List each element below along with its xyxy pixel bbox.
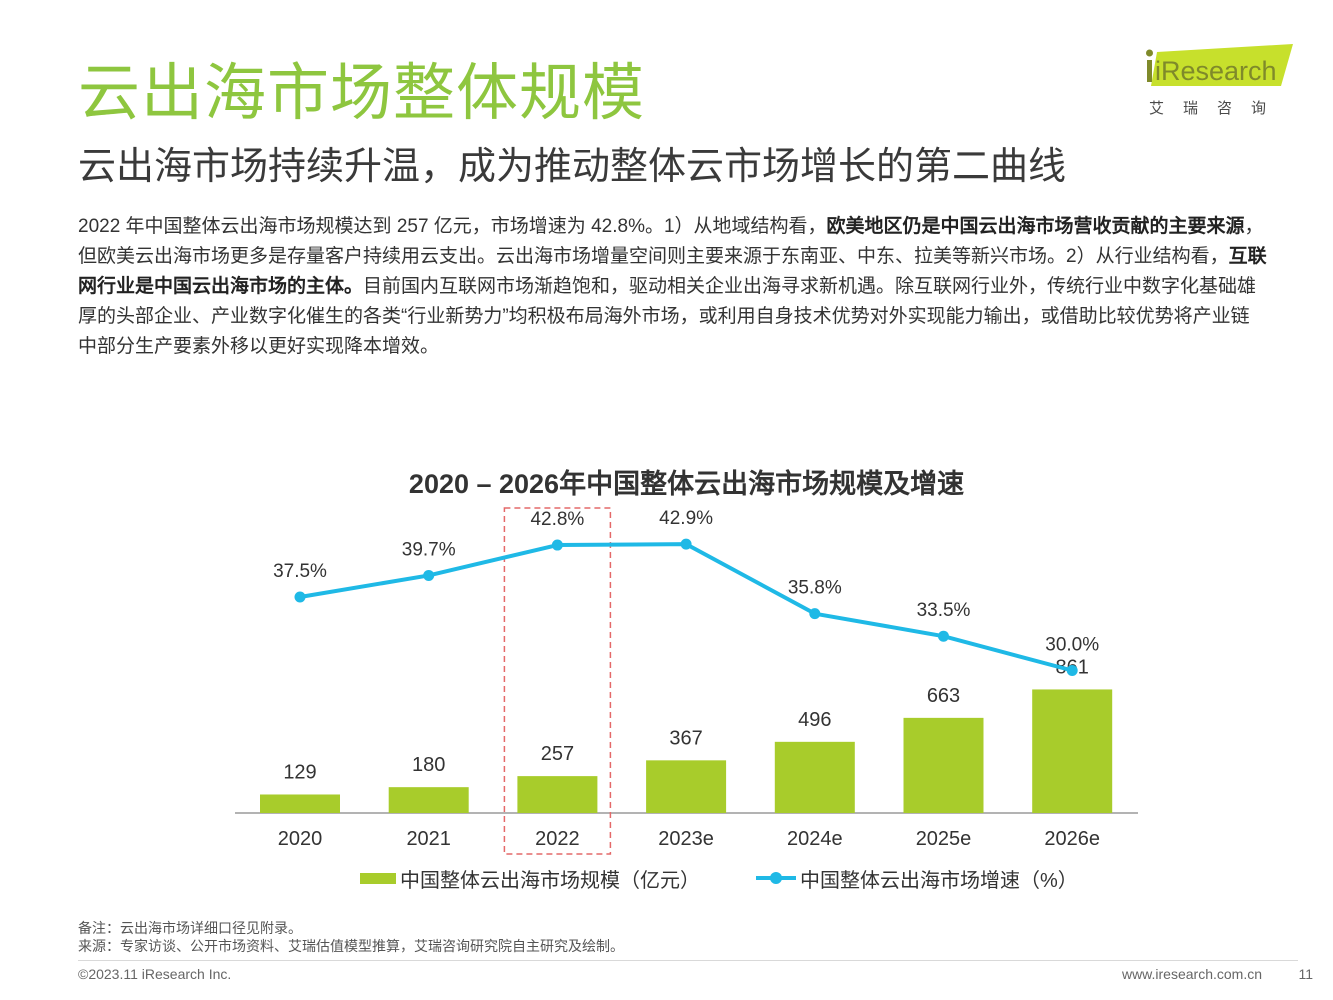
x-tick-label-2025e: 2025e bbox=[916, 828, 972, 850]
legend-item-market-size: 中国整体云出海市场规模（亿元） bbox=[360, 864, 700, 893]
growth-label-2022: 42.8% bbox=[530, 509, 584, 530]
page-title: 云出海市场整体规模 bbox=[78, 59, 646, 128]
body-text-3: 目前国内互联网市场渐趋饱和，驱动相关企业出海寻求新机遇。除互联网行业外，传统行业… bbox=[78, 276, 1257, 357]
legend-item-growth-rate: 中国整体云出海市场增速（%） bbox=[756, 864, 1078, 893]
growth-point-2020 bbox=[294, 591, 306, 603]
x-tick-label-2026e: 2026e bbox=[1044, 828, 1100, 850]
x-tick-label-2023e: 2023e bbox=[658, 828, 714, 850]
growth-point-2022 bbox=[551, 539, 563, 551]
bar-label-2023e: 367 bbox=[669, 727, 702, 749]
growth-label-2021: 39.7% bbox=[402, 539, 456, 560]
x-tick-label-2020: 2020 bbox=[278, 828, 323, 850]
legend-line-swatch bbox=[756, 871, 796, 885]
bar-2024e bbox=[774, 741, 855, 813]
chart-legend: 中国整体云出海市场规模（亿元） 中国整体云出海市场增速（%） bbox=[360, 864, 1134, 892]
footnote-note: 备注：云出海市场详细口径见附录。 bbox=[78, 920, 302, 936]
page-number: 11 bbox=[1298, 966, 1313, 982]
growth-label-2020: 37.5% bbox=[273, 561, 327, 582]
logo-chinese-name: 艾瑞咨询 bbox=[1149, 100, 1286, 117]
bar-2026e bbox=[1032, 689, 1113, 813]
growth-point-2021 bbox=[423, 569, 435, 581]
page-subtitle: 云出海市场持续升温，成为推动整体云市场增长的第二曲线 bbox=[78, 146, 1067, 188]
logo-wordmark: iResearch bbox=[1155, 56, 1277, 86]
bar-2022 bbox=[517, 776, 598, 813]
growth-point-2023e bbox=[680, 538, 692, 550]
iresearch-logo-mark-icon: iResearch bbox=[1146, 44, 1293, 86]
bar-label-2025e: 663 bbox=[927, 685, 960, 707]
legend-bar-swatch bbox=[360, 872, 396, 884]
x-tick-label-2024e: 2024e bbox=[787, 828, 843, 850]
copyright: ©2023.11 iResearch Inc. bbox=[78, 966, 232, 982]
growth-point-2026e bbox=[1066, 665, 1078, 676]
growth-point-2025e bbox=[938, 630, 949, 642]
summary-paragraph: 2022 年中国整体云出海市场规模达到 257 亿元，市场增速为 42.8%。1… bbox=[78, 212, 1268, 362]
bar-label-2020: 129 bbox=[283, 761, 316, 783]
body-bold-2: 互联网行业是中国云出海市场的主体。 bbox=[78, 246, 1267, 297]
body-text-1: 2022 年中国整体云出海市场规模达到 257 亿元，市场增速为 42.8%。1… bbox=[78, 216, 827, 237]
bar-label-2024e: 496 bbox=[798, 709, 831, 731]
bar-2021 bbox=[388, 787, 469, 813]
growth-label-2026e: 30.0% bbox=[1045, 635, 1099, 656]
bar-2025e bbox=[903, 717, 984, 813]
iresearch-logo: iResearch 艾瑞咨询 bbox=[1143, 42, 1295, 120]
growth-label-2023e: 42.9% bbox=[659, 508, 713, 529]
highlight-box-2022 bbox=[503, 507, 612, 855]
body-text-2: ，但欧美云出海市场更多是存量客户持续用云支出。云出海市场增量空间则主要来源于东南… bbox=[78, 216, 1264, 267]
body-bold-1: 欧美地区仍是中国云出海市场营收贡献的主要来源 bbox=[826, 216, 1245, 237]
chart-title: 2020 – 2026年中国整体云出海市场规模及增速 bbox=[408, 469, 965, 499]
bar-2020 bbox=[260, 794, 340, 813]
website-link[interactable]: www.iresearch.com.cn bbox=[1121, 966, 1262, 982]
x-tick-label-2021: 2021 bbox=[406, 828, 451, 850]
legend-label-market-size: 中国整体云出海市场规模（亿元） bbox=[400, 869, 700, 892]
growth-label-2024e: 35.8% bbox=[788, 578, 842, 599]
footnote-source: 来源：专家访谈、公开市场资料、艾瑞估值模型推算，艾瑞咨询研究院自主研究及绘制。 bbox=[78, 938, 624, 954]
footer-divider bbox=[78, 960, 1298, 961]
bar-label-2022: 257 bbox=[541, 743, 574, 765]
legend-label-growth-rate: 中国整体云出海市场增速（%） bbox=[800, 869, 1078, 892]
bar-2023e bbox=[646, 760, 727, 813]
growth-label-2025e: 33.5% bbox=[917, 600, 971, 621]
x-tick-label-2022: 2022 bbox=[535, 828, 580, 850]
bar-label-2021: 180 bbox=[412, 754, 445, 776]
growth-point-2024e bbox=[809, 608, 821, 620]
